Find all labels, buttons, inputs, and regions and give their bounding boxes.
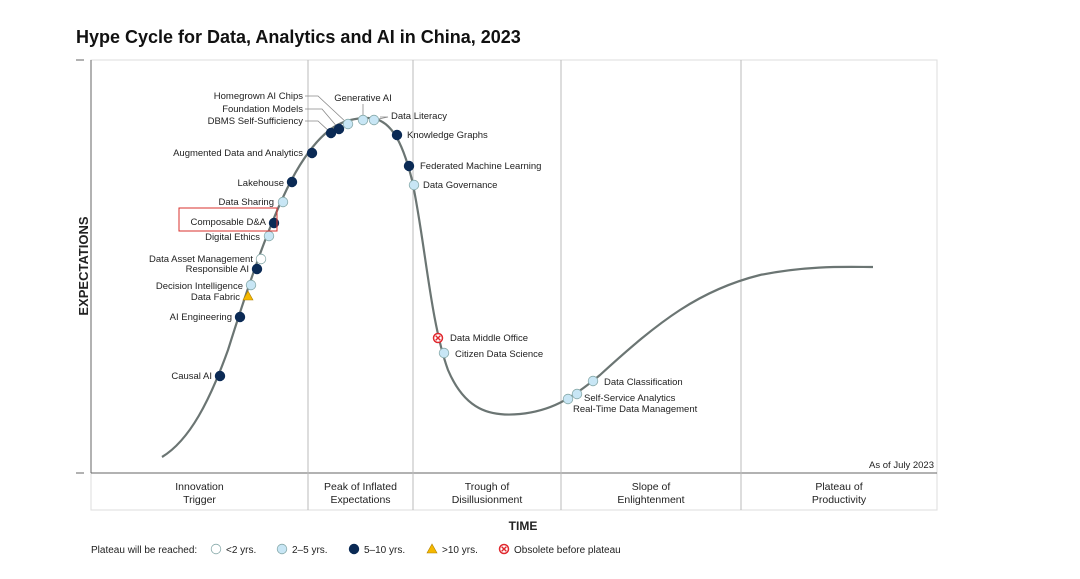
technology-point [245,279,257,291]
technology-point [408,179,420,191]
legend-title: Plateau will be reached: [91,545,197,556]
technology-label: Data Middle Office [450,333,528,344]
chart-title: Hype Cycle for Data, Analytics and AI in… [76,27,521,47]
leader-line [305,120,332,134]
technology-label: Homegrown AI Chips [214,91,303,102]
technology-point [255,253,267,265]
technology-label: Data Governance [423,180,497,191]
technology-label: Data Classification [604,377,683,388]
technology-label: Knowledge Graphs [407,130,488,141]
technology-point [277,196,289,208]
obsolete-x [501,546,507,552]
highlight-box [178,207,278,232]
technology-label: Digital Ethics [205,232,260,243]
phase-label: Productivity [812,494,867,506]
technology-label: Composable D&A [190,217,266,228]
technology-point [391,129,403,141]
technology-label: AI Engineering [170,312,232,323]
phase-label: Plateau of [815,481,862,493]
technology-label: Data Fabric [191,292,240,303]
phase-label: Disillusionment [452,494,523,506]
phase-label: Trough of [465,481,510,493]
technology-label: Lakehouse [238,178,284,189]
phase-label: Expectations [330,494,390,506]
technology-point [234,311,246,323]
as-of-label: As of July 2023 [869,460,934,471]
technology-point [403,160,415,172]
legend-marker-gt10 [426,543,438,554]
technology-point [263,230,275,242]
technology-point [242,290,254,301]
technology-label: Federated Machine Learning [420,161,541,172]
technology-point [587,375,599,387]
legend-label: <2 yrs. [226,545,256,556]
obsolete-x [435,335,441,341]
technology-label: Foundation Models [222,104,303,115]
technology-point [562,393,574,405]
technology-label: Self-Service Analytics [584,393,676,404]
phase-label: Slope of [632,481,671,493]
technology-label: Data Sharing [219,197,274,208]
technology-point [438,347,450,359]
leader-line [305,95,349,125]
phase-label: Trigger [183,494,216,506]
phase-label: Innovation [175,481,224,493]
x-axis-label: TIME [509,519,538,533]
legend-label: 5–10 yrs. [364,545,405,556]
legend-marker-lt2 [210,543,222,555]
technology-point [368,114,380,126]
technology-point [251,263,263,275]
technology-label: Data Literacy [391,111,447,122]
legend-marker-5to10 [348,543,360,555]
technology-point [214,370,226,382]
technology-label: Real-Time Data Management [573,404,698,415]
technology-point [333,123,345,135]
technology-label: DBMS Self-Sufficiency [208,116,304,127]
legend-marker-2to5 [276,543,288,555]
y-axis-label: EXPECTATIONS [76,216,91,316]
technology-label: Citizen Data Science [455,349,543,360]
legend-label: 2–5 yrs. [292,545,328,556]
technology-point [286,176,298,188]
technology-label: Responsible AI [186,264,249,275]
technology-label: Generative AI [334,93,392,104]
technology-point [342,118,354,130]
technology-label: Decision Intelligence [156,281,243,292]
phase-label: Enlightenment [617,494,684,506]
phase-label: Peak of Inflated [324,481,397,493]
technology-label: Causal AI [171,371,212,382]
technology-point [268,217,280,229]
technology-point [357,114,369,126]
leader-line [305,108,340,130]
technology-point [306,147,318,159]
legend-label: Obsolete before plateau [514,545,621,556]
technology-label: Data Asset Management [149,254,253,265]
legend-label: >10 yrs. [442,545,478,556]
technology-point [571,388,583,400]
technology-label: Augmented Data and Analytics [173,148,303,159]
